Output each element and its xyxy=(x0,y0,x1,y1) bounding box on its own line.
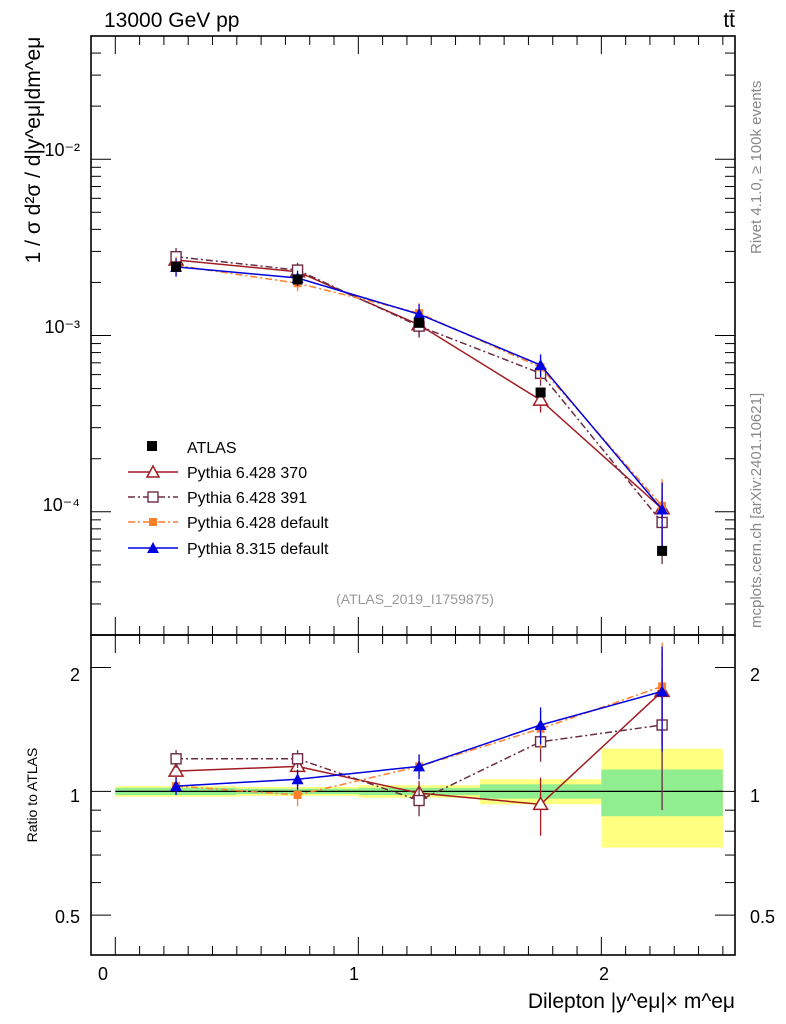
legend-marker-p6def xyxy=(149,518,157,526)
xlabel: Dilepton |y^eμ|× m^eμ xyxy=(528,990,735,1013)
ratio-ytick-label-05-left: 0.5 xyxy=(55,907,80,927)
ratio-series-line-pythia-6-428-391 xyxy=(176,724,663,802)
ratio-ylabel: Ratio to ATLAS xyxy=(24,748,40,843)
ratio-panel-data xyxy=(167,642,671,836)
legend-marker-atlas xyxy=(147,441,157,451)
ratio-panel-frame xyxy=(90,634,736,956)
legend-label-p8def: Pythia 8.315 default xyxy=(187,541,329,558)
ratio-ytick-label-2-right: 2 xyxy=(750,665,760,685)
ratio-point-pythia-6-428-default xyxy=(293,790,302,799)
xtick-label-2: 2 xyxy=(599,964,609,984)
ratio-point-pythia-6-428-370 xyxy=(167,762,185,777)
main-ytick-label-1e-2: 10⁻² xyxy=(44,140,80,160)
ratio-ytick-label-05-right: 0.5 xyxy=(750,907,775,927)
process-label: tt̄ xyxy=(723,9,735,32)
main-series-line-pythia-6-428-default xyxy=(175,264,663,507)
main-point-atlas xyxy=(292,274,303,285)
ratio-point-pythia-6-428-370 xyxy=(532,795,549,811)
legend-marker-p370 xyxy=(145,464,161,478)
mcplots-label: mcplots.cern.ch [arXiv:2401.10621] xyxy=(748,393,765,628)
ratio-point-pythia-6-428-391 xyxy=(170,753,182,765)
ratio-point-pythia-8-315-default xyxy=(413,760,426,772)
ratio-point-pythia-8-315-default xyxy=(291,773,304,785)
ratio-point-pythia-6-428-391 xyxy=(413,794,425,807)
main-panel-data xyxy=(167,247,671,565)
ratio-ytick-label-1-left: 1 xyxy=(70,786,80,806)
main-ytick-label-1e-4: 10⁻⁴ xyxy=(43,495,80,515)
legend-label-atlas: ATLAS xyxy=(187,440,237,457)
ratio-panel-ticks xyxy=(91,635,735,955)
main-ytick-label-1e-3: 10⁻³ xyxy=(44,317,80,337)
main-point-atlas xyxy=(535,387,546,398)
xtick-label-0: 0 xyxy=(98,964,108,984)
main-point-atlas xyxy=(414,317,425,328)
legend-label-p6def: Pythia 6.428 default xyxy=(187,515,329,532)
ratio-point-pythia-8-315-default xyxy=(534,718,547,730)
xtick-label-1: 1 xyxy=(349,964,359,984)
energy-label: 13000 GeV pp xyxy=(104,9,239,32)
main-point-pythia-8-315-default xyxy=(413,308,426,320)
main-point-pythia-8-315-default xyxy=(656,503,669,515)
main-point-atlas xyxy=(657,545,668,556)
main-series-line-pythia-6-428-391 xyxy=(175,255,663,523)
ratio-point-pythia-8-315-default xyxy=(656,685,669,697)
legend-label-p391: Pythia 6.428 391 xyxy=(187,490,307,507)
legend-label-p370: Pythia 6.428 370 xyxy=(187,465,307,482)
ratio-uncertainty-bands xyxy=(115,748,723,848)
legend-marker-p391 xyxy=(147,491,159,503)
main-point-pythia-6-428-370 xyxy=(532,391,549,406)
ratio-ytick-label-1-right: 1 xyxy=(750,786,760,806)
main-point-atlas xyxy=(171,261,182,272)
ratio-ytick-label-2-left: 2 xyxy=(70,665,80,685)
legend: ATLAS Pythia 6.428 370 Pythia 6.428 391 … xyxy=(128,440,329,558)
ratio-point-pythia-6-428-391 xyxy=(291,753,304,765)
rivet-version-label: Rivet 4.1.0, ≥ 100k events xyxy=(748,81,765,254)
main-ylabel: 1 / σ d²σ / d|y^eμ|dm^eμ xyxy=(22,37,45,264)
main-point-pythia-8-315-default xyxy=(534,359,547,371)
legend-marker-p8def xyxy=(147,542,159,553)
analysis-watermark: (ATLAS_2019_I1759875) xyxy=(336,591,494,607)
ratio-point-pythia-8-315-default xyxy=(170,780,183,792)
